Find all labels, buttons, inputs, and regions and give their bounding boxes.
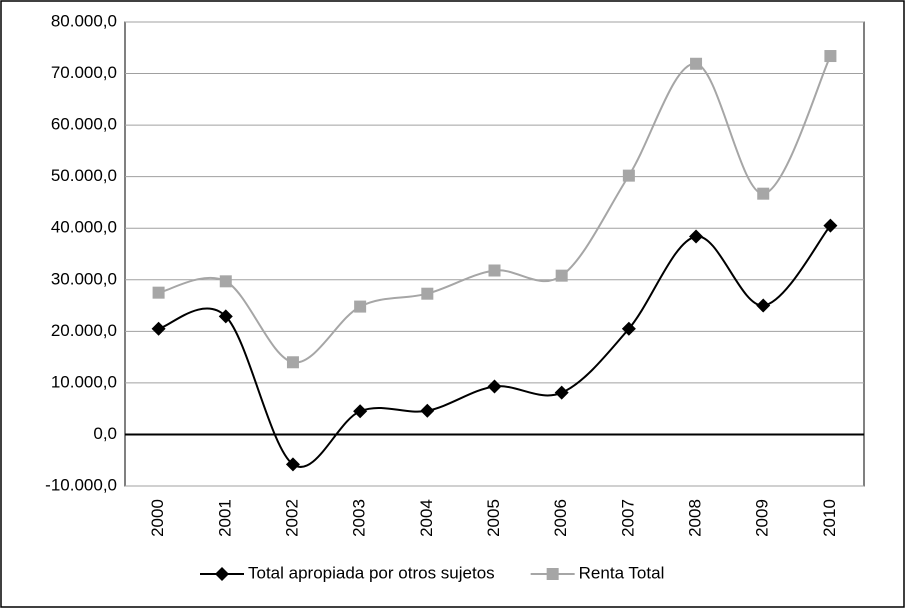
x-tick-label: 2000 <box>148 499 167 537</box>
marker <box>488 264 501 277</box>
marker <box>487 379 502 394</box>
x-tick-label: 2008 <box>686 499 705 537</box>
y-tick-label: 20.000,0 <box>51 321 117 340</box>
marker <box>353 404 368 419</box>
marker <box>690 57 703 70</box>
marker <box>421 287 434 300</box>
marker <box>823 218 838 233</box>
legend-label: Renta Total <box>579 563 665 582</box>
y-tick-label: -10.000,0 <box>45 475 117 494</box>
x-tick-label: 2006 <box>551 499 570 537</box>
marker <box>621 321 636 336</box>
marker <box>622 169 635 182</box>
y-tick-label: 40.000,0 <box>51 218 117 237</box>
marker <box>354 300 367 313</box>
x-tick-label: 2002 <box>282 499 301 537</box>
marker <box>555 269 568 282</box>
marker <box>152 286 165 299</box>
marker <box>285 457 300 472</box>
marker <box>554 385 569 400</box>
x-tick-label: 2004 <box>417 499 436 537</box>
marker <box>824 50 837 63</box>
legend-marker <box>215 567 229 581</box>
series-line <box>158 55 832 364</box>
marker <box>757 187 770 200</box>
y-tick-label: 30.000,0 <box>51 269 117 288</box>
y-tick-label: 70.000,0 <box>51 63 117 82</box>
y-tick-label: 60.000,0 <box>51 115 117 134</box>
marker <box>689 229 704 244</box>
legend-label: Total apropiada por otros sujetos <box>248 563 495 582</box>
x-tick-label: 2010 <box>820 499 839 537</box>
marker <box>756 298 771 313</box>
y-tick-label: 50.000,0 <box>51 166 117 185</box>
marker <box>420 403 435 418</box>
marker <box>286 356 299 369</box>
x-tick-label: 2003 <box>350 499 369 537</box>
marker <box>218 309 233 324</box>
x-tick-label: 2005 <box>484 499 503 537</box>
y-tick-label: 0,0 <box>93 424 117 443</box>
legend-marker <box>546 568 559 580</box>
x-tick-label: 2009 <box>753 499 772 537</box>
y-tick-label: 80.000,0 <box>51 11 117 30</box>
x-tick-label: 2007 <box>618 499 637 537</box>
y-tick-label: 10.000,0 <box>51 372 117 391</box>
x-tick-label: 2001 <box>215 499 234 537</box>
marker <box>151 321 166 336</box>
marker <box>219 275 232 288</box>
